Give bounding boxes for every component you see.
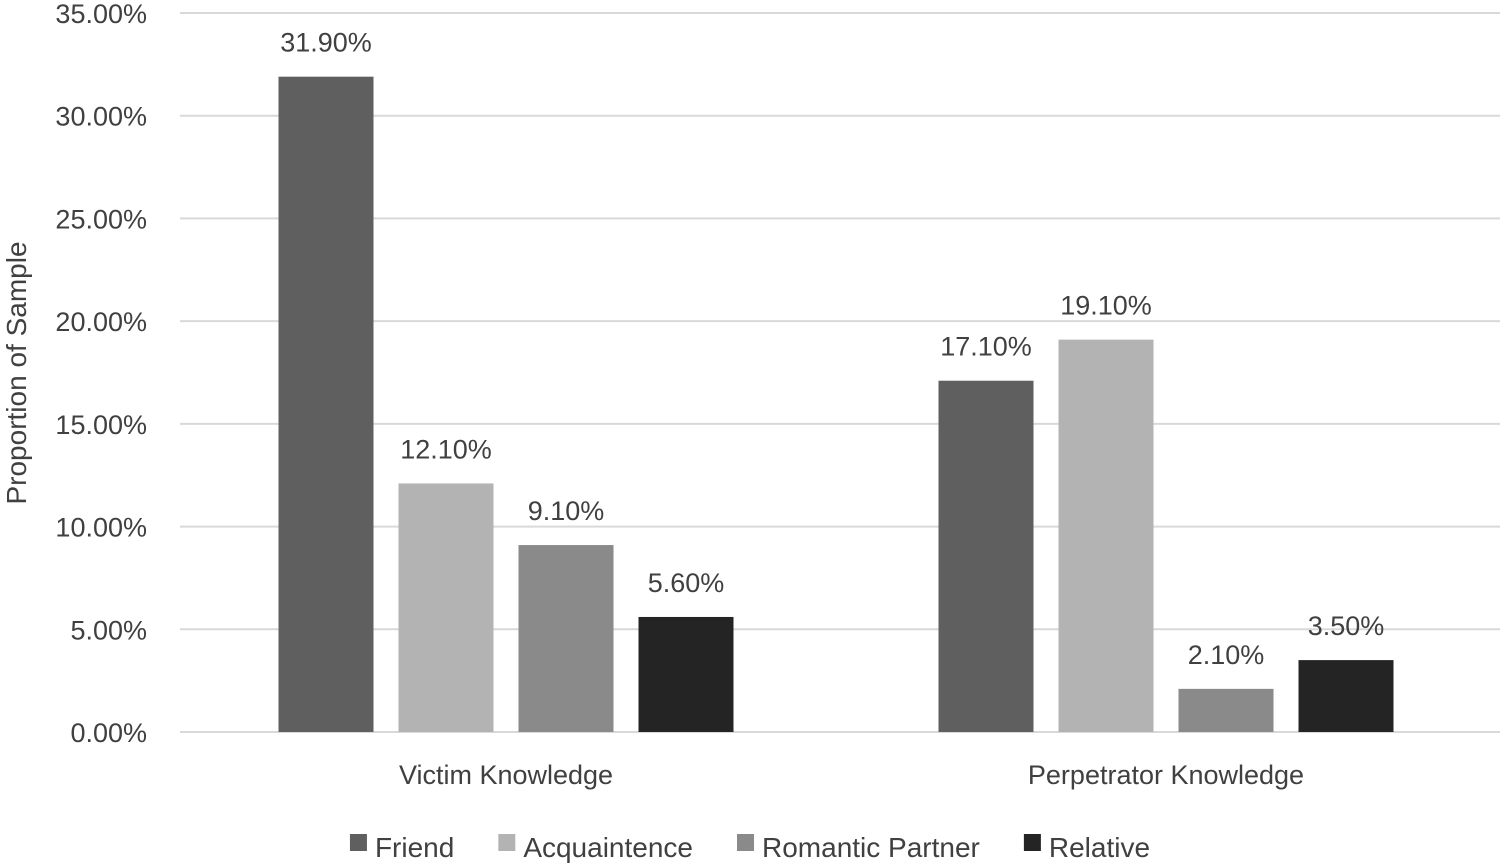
legend: Friend Acquaintence Romantic Partner Relati… bbox=[349, 832, 1150, 863]
data-labels: 31.90% 12.10% 9.10% 5.60% 17.10% 19.10% 2.10% 3… bbox=[280, 28, 1384, 670]
category-label: Perpetrator Knowledge bbox=[1028, 760, 1304, 790]
legend-item-friend: Friend bbox=[349, 832, 454, 863]
legend-item-relative: Relative bbox=[1023, 832, 1150, 863]
bars bbox=[278, 76, 1394, 732]
x-axis-categories: Victim Knowledge Perpetrator Knowledge bbox=[399, 760, 1304, 790]
gridlines bbox=[180, 12, 1500, 733]
y-tick-label: 25.00% bbox=[55, 204, 147, 234]
legend-label: Friend bbox=[375, 832, 454, 863]
bar-acquaintence bbox=[398, 483, 494, 732]
bar-romantic-partner bbox=[518, 545, 614, 732]
y-tick-label: 35.00% bbox=[55, 0, 147, 29]
y-tick-label: 0.00% bbox=[70, 718, 147, 748]
legend-swatch bbox=[737, 834, 755, 851]
y-tick-label: 30.00% bbox=[55, 102, 147, 132]
data-label: 5.60% bbox=[648, 568, 725, 598]
data-label: 3.50% bbox=[1308, 611, 1385, 641]
y-tick-label: 20.00% bbox=[55, 307, 147, 337]
y-tick-label: 15.00% bbox=[55, 410, 147, 440]
data-label: 19.10% bbox=[1060, 291, 1152, 321]
data-label: 17.10% bbox=[940, 332, 1032, 362]
legend-label: Relative bbox=[1049, 832, 1150, 863]
legend-item-romantic-partner: Romantic Partner bbox=[737, 832, 980, 863]
y-tick-label: 5.00% bbox=[70, 615, 147, 645]
legend-swatch bbox=[349, 834, 367, 851]
category-label: Victim Knowledge bbox=[399, 760, 613, 790]
data-label: 31.90% bbox=[280, 28, 372, 58]
legend-swatch bbox=[1023, 834, 1041, 851]
legend-label: Romantic Partner bbox=[762, 832, 980, 863]
y-axis-title: Proportion of Sample bbox=[1, 241, 32, 504]
data-label: 2.10% bbox=[1188, 640, 1265, 670]
legend-label: Acquaintence bbox=[523, 832, 693, 863]
legend-item-acquaintence: Acquaintence bbox=[498, 832, 693, 863]
bar-relative bbox=[638, 616, 734, 732]
bar-friend bbox=[278, 76, 374, 732]
bar-romantic-partner bbox=[1178, 688, 1274, 732]
legend-swatch bbox=[498, 834, 516, 851]
data-label: 12.10% bbox=[400, 434, 492, 464]
bar-acquaintence bbox=[1058, 339, 1154, 732]
bar-friend bbox=[938, 380, 1034, 732]
y-axis-ticks: 0.00% 5.00% 10.00% 15.00% 20.00% 25.00% 30.00%… bbox=[55, 0, 147, 748]
bar-relative bbox=[1298, 660, 1394, 732]
data-label: 9.10% bbox=[528, 496, 605, 526]
y-tick-label: 10.00% bbox=[55, 513, 147, 543]
